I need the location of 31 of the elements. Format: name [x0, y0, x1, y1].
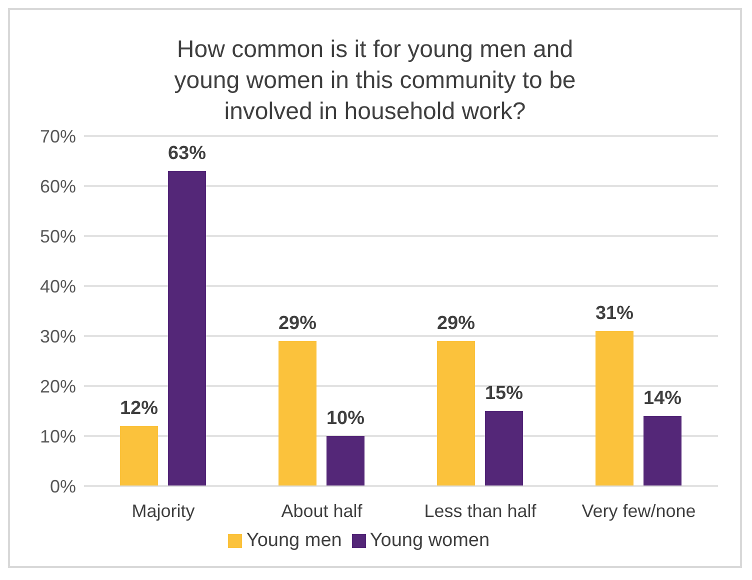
bar — [596, 331, 634, 486]
y-tick-label: 30% — [40, 326, 76, 346]
data-label: 10% — [326, 408, 365, 429]
data-label: 29% — [436, 313, 476, 334]
bar — [120, 426, 158, 486]
data-label: 63% — [168, 143, 206, 164]
x-tick-label: About half — [281, 500, 364, 521]
data-label: 31% — [595, 303, 634, 324]
bar — [278, 341, 316, 486]
bar — [644, 416, 682, 486]
y-tick-label: 0% — [50, 476, 76, 496]
y-tick-label: 20% — [40, 376, 76, 396]
y-tick-label: 60% — [40, 176, 76, 196]
chart-title: How common is it for young men and young women in this community to be involved in household work? — [173, 35, 577, 125]
x-tick-label: Very few/none — [582, 500, 696, 521]
bar — [485, 411, 523, 486]
data-label: 29% — [278, 313, 317, 334]
legend-label: Young women — [370, 530, 490, 551]
bar — [326, 436, 364, 486]
legend-label: Young men — [246, 530, 342, 551]
data-label: 15% — [484, 383, 524, 404]
y-tick-label: 10% — [40, 426, 76, 446]
data-label: 14% — [643, 388, 682, 409]
x-tick-label: Less than half — [424, 500, 538, 521]
y-tick-label: 40% — [40, 276, 76, 296]
y-tick-label: 70% — [40, 126, 76, 146]
data-label: 12% — [120, 398, 158, 419]
y-tick-label: 50% — [40, 226, 76, 246]
bar — [168, 171, 206, 486]
x-tick-label: Majority — [132, 500, 195, 521]
bar — [437, 341, 475, 486]
